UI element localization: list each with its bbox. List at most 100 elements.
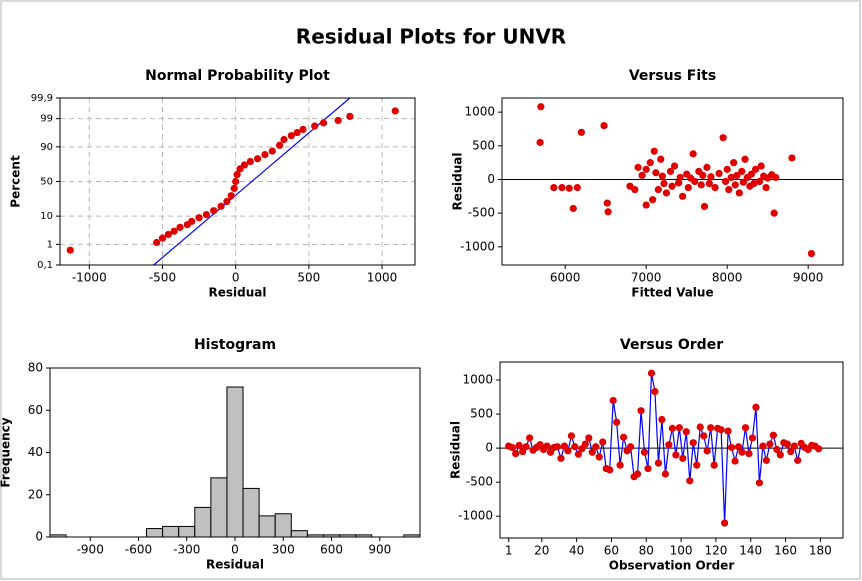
x-tick-label: -900 [77, 543, 104, 557]
point [592, 443, 600, 451]
point [153, 238, 161, 247]
point [319, 119, 328, 127]
point [723, 165, 731, 173]
point [654, 459, 663, 467]
point [679, 454, 687, 462]
point [512, 449, 520, 458]
y-tick-label: 10 [40, 211, 53, 222]
point [649, 196, 657, 204]
point [613, 418, 621, 426]
bar [258, 515, 276, 538]
point [751, 165, 760, 173]
plot-border [501, 97, 844, 266]
point [752, 403, 760, 411]
point [705, 179, 713, 188]
point [558, 183, 566, 192]
bar [146, 528, 164, 538]
point [595, 453, 603, 461]
y-tick-label: 0 [487, 172, 495, 186]
bar [242, 487, 260, 538]
y-axis-label: Residual [451, 153, 465, 211]
point [287, 132, 295, 140]
point [654, 185, 662, 194]
point [773, 445, 781, 454]
y-axis-label: Percent [9, 155, 23, 208]
x-tick-label: 80 [639, 544, 654, 558]
y-tick-label: 0 [35, 530, 43, 544]
x-tick-label: -600 [125, 543, 152, 557]
point [637, 407, 645, 415]
point [233, 171, 241, 179]
x-tick-label: 7000 [631, 271, 662, 285]
point [665, 441, 673, 449]
point [731, 181, 739, 189]
point [762, 456, 770, 464]
bar [226, 386, 244, 538]
point [703, 163, 711, 171]
point [731, 457, 739, 465]
point [240, 161, 249, 169]
point [710, 461, 718, 469]
panel-title: Histogram [194, 337, 276, 353]
point [686, 477, 694, 485]
point [536, 138, 544, 147]
point [638, 171, 646, 180]
point [755, 177, 764, 186]
point [261, 151, 269, 159]
x-tick-label: 40 [569, 544, 584, 558]
bar [274, 513, 292, 538]
x-tick-label: 600 [320, 543, 343, 557]
main-title: Residual Plots for UNVR [296, 25, 566, 49]
point [790, 442, 798, 450]
point [668, 182, 676, 190]
point [508, 443, 516, 452]
point [697, 181, 705, 189]
bar [162, 525, 180, 538]
point [700, 432, 708, 440]
plot-border [49, 367, 421, 538]
point [564, 447, 572, 455]
point [658, 415, 666, 424]
point [346, 112, 354, 121]
point [815, 445, 823, 453]
point [606, 466, 614, 474]
point [210, 207, 218, 215]
point [604, 208, 612, 216]
point [770, 209, 778, 217]
y-tick-label: -1000 [460, 239, 495, 253]
point [689, 150, 697, 158]
point [783, 440, 791, 448]
point [609, 396, 617, 405]
point [515, 441, 523, 450]
point [699, 171, 707, 180]
point [787, 447, 795, 456]
point [679, 192, 687, 200]
x-axis-label: Residual [206, 558, 264, 572]
point [689, 439, 697, 447]
x-tick-label: 180 [809, 544, 832, 558]
point [650, 147, 658, 155]
point [569, 204, 577, 213]
point [724, 427, 732, 435]
point [543, 442, 551, 450]
x-tick-label: 0 [231, 543, 239, 557]
point [788, 154, 796, 162]
point [640, 448, 649, 456]
point [700, 202, 709, 211]
point [391, 107, 399, 115]
point [522, 443, 530, 451]
point [334, 116, 342, 125]
x-tick-label: -300 [173, 543, 200, 557]
point [741, 424, 750, 432]
x-axis-label: Fitted Value [631, 286, 713, 300]
point [738, 448, 746, 456]
point [727, 443, 736, 452]
point [164, 230, 172, 239]
panel-title: Versus Fits [629, 68, 716, 84]
point [599, 438, 607, 446]
point [721, 177, 730, 186]
point [807, 249, 816, 258]
point [738, 167, 746, 175]
point [642, 165, 650, 173]
y-tick-label: -1000 [458, 509, 493, 523]
